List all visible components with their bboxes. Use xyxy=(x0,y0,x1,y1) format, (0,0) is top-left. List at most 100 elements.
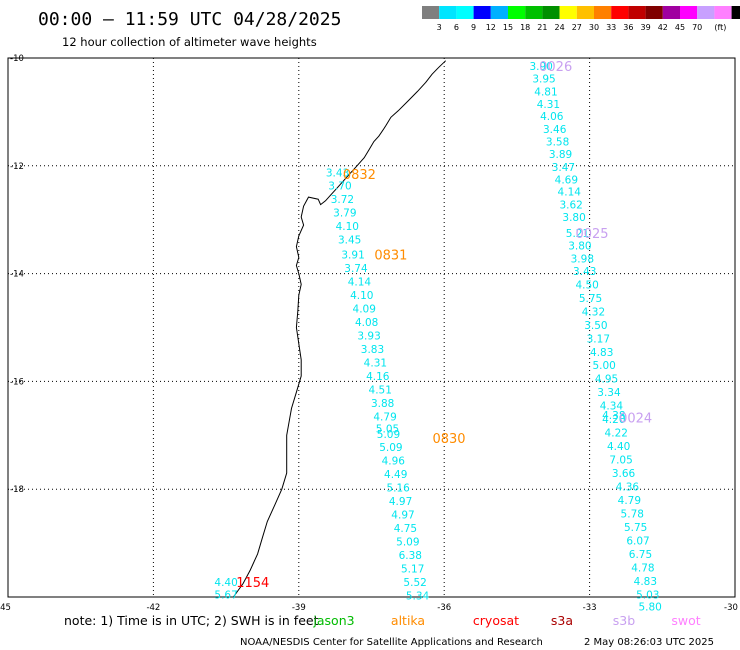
colorbar-swatch xyxy=(645,6,663,19)
wave-height-value: 3.34 xyxy=(597,387,621,399)
pass-time-label: 0831 xyxy=(374,249,407,264)
wave-height-value: 4.79 xyxy=(373,411,396,423)
colorbar-swatch xyxy=(422,6,440,19)
wave-height-value: 4.14 xyxy=(558,187,582,199)
pass-time-label: 0832 xyxy=(343,168,376,183)
colorbar-swatch xyxy=(490,6,508,19)
colorbar-swatch xyxy=(731,6,740,19)
wave-height-value: 4.51 xyxy=(369,384,392,396)
wave-height-value: 3.98 xyxy=(571,254,594,266)
wave-height-value: 3.17 xyxy=(587,333,610,345)
y-tick-label: -16 xyxy=(10,377,24,387)
footnote: note: 1) Time is in UTC; 2) SWH is in fe… xyxy=(64,613,319,628)
colorbar-swatch xyxy=(697,6,715,19)
colorbar-label: 6 xyxy=(454,23,459,32)
colorbar-label: 24 xyxy=(555,23,565,32)
wave-height-value: 3.74 xyxy=(344,263,368,275)
colorbar-label: 70 xyxy=(692,23,702,32)
timestamp-text: 2 May 08:26:03 UTC 2025 xyxy=(584,637,714,648)
colorbar-label: 21 xyxy=(537,23,547,32)
mission-legend-cryosat: cryosat xyxy=(473,613,519,628)
wave-height-value: 5.09 xyxy=(396,536,419,548)
wave-height-value: 3.45 xyxy=(338,235,361,247)
colorbar-label: 27 xyxy=(572,23,582,32)
wave-height-value: 5.34 xyxy=(406,590,430,602)
wave-height-value: 4.32 xyxy=(582,306,605,318)
colorbar-label: 18 xyxy=(520,23,530,32)
mission-legend-jason3: jason3 xyxy=(312,613,354,628)
colorbar-label: 15 xyxy=(503,23,513,32)
pass-time-label: 0024 xyxy=(619,412,652,427)
wave-height-value: 3.70 xyxy=(328,181,351,193)
wave-height-value: 3.89 xyxy=(549,149,572,161)
wave-height-value: 3.93 xyxy=(357,331,380,343)
mission-legend-altika: altika xyxy=(391,613,425,628)
wave-height-value: 4.97 xyxy=(391,510,414,522)
wave-height-value: 4.34 xyxy=(600,401,624,413)
wave-height-value: 4.20 xyxy=(602,414,625,426)
wave-height-value: 4.78 xyxy=(631,562,654,574)
wave-height-value: 4.96 xyxy=(382,456,406,468)
y-tick-label: -18 xyxy=(10,485,24,495)
wave-height-value: 3.47 xyxy=(552,162,575,174)
wave-height-value: 4.83 xyxy=(590,347,613,359)
wave-height-value: 5.16 xyxy=(386,483,410,495)
colorbar-swatch xyxy=(559,6,577,19)
pass-time-label: 0830 xyxy=(432,432,465,447)
wave-height-value: 4.83 xyxy=(634,576,657,588)
wave-height-value: 3.90 xyxy=(529,61,552,73)
wave-height-value: 5.09 xyxy=(379,442,402,454)
mission-legend: jason3 altika cryosat s3a s3b swot xyxy=(312,613,700,628)
pass-labels: 0832 0831 0830 1154 0026 0025 0024 xyxy=(236,60,652,591)
wave-height-value: 6.07 xyxy=(626,535,649,547)
wave-height-points: 3.903.954.814.314.063.463.583.893.474.69… xyxy=(214,61,661,614)
wave-height-value: 3.43 xyxy=(573,266,596,278)
wave-height-value: 3.95 xyxy=(532,73,555,85)
wave-height-value: 4.31 xyxy=(537,99,560,111)
wave-height-value: 3.80 xyxy=(568,241,591,253)
wave-height-value: 4.79 xyxy=(618,495,641,507)
colorbar-label: 36 xyxy=(623,23,633,32)
colorbar-label: 45 xyxy=(675,23,685,32)
wave-height-value: 3.79 xyxy=(333,208,356,220)
wave-height-value: 4.40 xyxy=(214,577,237,589)
y-tick-label: -12 xyxy=(10,162,24,172)
wave-height-value: 3.58 xyxy=(546,137,569,149)
mission-legend-s3a: s3a xyxy=(551,613,573,628)
wave-height-value: 4.95 xyxy=(595,374,618,386)
wave-height-value: 5.00 xyxy=(592,360,615,372)
wave-height-value: 4.16 xyxy=(366,371,390,383)
colorbar-swatch xyxy=(473,6,491,19)
colorbar-label: 33 xyxy=(606,23,616,32)
colorbar-swatch xyxy=(594,6,612,19)
wave-height-value: 5.09 xyxy=(377,429,400,441)
wave-height-value: 5.75 xyxy=(579,293,602,305)
colorbar-swatch xyxy=(714,6,732,19)
chart-subtitle: 12 hour collection of altimeter wave hei… xyxy=(62,35,317,49)
x-tick-label: -33 xyxy=(583,603,597,613)
wave-height-value: 4.14 xyxy=(348,277,372,289)
x-tick-label: -30 xyxy=(724,603,738,613)
chart-title: 00:00 – 11:59 UTC 04/28/2025 xyxy=(38,9,341,30)
colorbar-swatch xyxy=(611,6,629,19)
wave-height-value: 4.69 xyxy=(555,174,578,186)
wave-height-value: 3.72 xyxy=(331,194,354,206)
colorbar-swatch xyxy=(680,6,698,19)
wave-height-value: 4.10 xyxy=(336,221,359,233)
wave-height-value: 3.50 xyxy=(584,320,607,332)
mission-legend-swot: swot xyxy=(671,613,700,628)
wave-height-value: 5.21 xyxy=(566,228,589,240)
y-tick-label: -10 xyxy=(10,54,24,64)
colorbar-swatch xyxy=(576,6,594,19)
wave-height-value: 4.36 xyxy=(616,482,640,494)
wave-height-value: 4.06 xyxy=(540,111,564,123)
colorbar-swatch xyxy=(525,6,543,19)
colorbar-swatch xyxy=(542,6,560,19)
wave-height-value: 4.08 xyxy=(355,317,378,329)
x-tick-label: -45 xyxy=(0,603,11,613)
wave-height-value: 3.91 xyxy=(341,250,364,262)
mission-legend-s3b: s3b xyxy=(613,613,635,628)
colorbar-label: 42 xyxy=(658,23,668,32)
wave-height-value: 4.81 xyxy=(534,86,557,98)
colorbar-swatch xyxy=(456,6,474,19)
